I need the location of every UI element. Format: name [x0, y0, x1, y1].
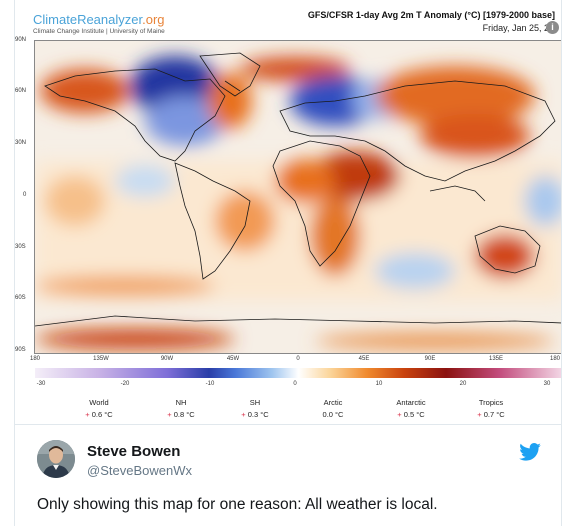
map-title: GFS/CFSR 1-day Avg 2m T Anomaly (°C) [19…	[307, 10, 555, 20]
lon-label: 135W	[93, 356, 109, 362]
info-icon[interactable]: i	[546, 21, 559, 34]
map-date: Friday, Jan 25, 2	[482, 23, 549, 33]
lat-label: 30S	[15, 244, 26, 250]
lon-label: 0	[296, 356, 300, 362]
stat-value: 0.3 °C	[247, 410, 269, 419]
temperature-anomaly-map	[34, 40, 561, 354]
stat-label: SH	[249, 398, 261, 407]
stat-value: 0.0 °C	[322, 410, 344, 419]
lat-label: 60S	[15, 295, 26, 301]
stat-label: Arctic	[323, 398, 343, 407]
stat-nh: NH + 0.8 °C	[146, 398, 216, 419]
stat-sign: +	[397, 410, 402, 419]
colorbar-tick: -30	[36, 381, 46, 387]
lat-label: 30N	[15, 140, 27, 146]
stat-label: Antarctic	[396, 398, 426, 407]
stat-arctic: Arctic 0.0 °C	[298, 398, 368, 419]
lon-label: 180	[549, 356, 561, 362]
tweet-text: Only showing this map for one reason: Al…	[37, 496, 438, 513]
stat-sign: +	[477, 410, 482, 419]
stat-value: 0.5 °C	[403, 410, 425, 419]
divider	[15, 424, 561, 425]
stat-antarctic: Antarctic + 0.5 °C	[376, 398, 446, 419]
stat-label: Tropics	[478, 398, 504, 407]
lon-label: 90W	[160, 356, 174, 362]
stat-value: 0.6 °C	[91, 410, 113, 419]
lon-label: 45E	[358, 356, 370, 362]
avatar-photo-icon	[37, 440, 75, 478]
climate-reanalyzer-logo: ClimateReanalyzer.org	[33, 12, 165, 27]
colorbar-tick: -10	[205, 381, 215, 387]
stat-label: World	[89, 398, 109, 407]
stat-sign: +	[167, 410, 172, 419]
colorbar-tick: -20	[120, 381, 130, 387]
logo-main: ClimateReanalyzer	[33, 12, 143, 27]
lat-label: 60N	[15, 88, 27, 94]
lon-label: 180	[29, 356, 41, 362]
stat-world: World + 0.6 °C	[64, 398, 134, 419]
logo-tld: .org	[142, 12, 165, 27]
stat-sign: +	[85, 410, 90, 419]
author-name[interactable]: Steve Bowen	[87, 443, 181, 460]
colorbar-tick: 10	[375, 381, 383, 387]
stat-value: 0.7 °C	[483, 410, 505, 419]
stat-sh: SH + 0.3 °C	[220, 398, 290, 419]
anomaly-colorbar	[35, 368, 561, 378]
lon-label: 90E	[424, 356, 436, 362]
colorbar-tick: 30	[543, 381, 551, 387]
author-handle[interactable]: @SteveBowenWx	[87, 463, 192, 478]
lon-label: 135E	[488, 356, 504, 362]
twitter-bird-icon[interactable]	[519, 443, 541, 461]
lat-label: 90S	[15, 347, 26, 353]
stat-label: NH	[175, 398, 187, 407]
stat-tropics: Tropics + 0.7 °C	[456, 398, 526, 419]
lat-label: 90N	[15, 37, 27, 43]
logo-subtitle: Climate Change Institute | University of…	[33, 28, 165, 35]
tweet-card: ClimateReanalyzer.org Climate Change Ins…	[14, 0, 562, 526]
stat-value: 0.8 °C	[173, 410, 195, 419]
stat-sign: +	[241, 410, 246, 419]
tweet-image[interactable]: ClimateReanalyzer.org Climate Change Ins…	[15, 0, 561, 424]
colorbar-tick: 20	[459, 381, 467, 387]
lat-label: 0	[23, 192, 27, 198]
colorbar-tick: 0	[293, 381, 297, 387]
lon-label: 45W	[226, 356, 240, 362]
avatar[interactable]	[37, 440, 75, 478]
